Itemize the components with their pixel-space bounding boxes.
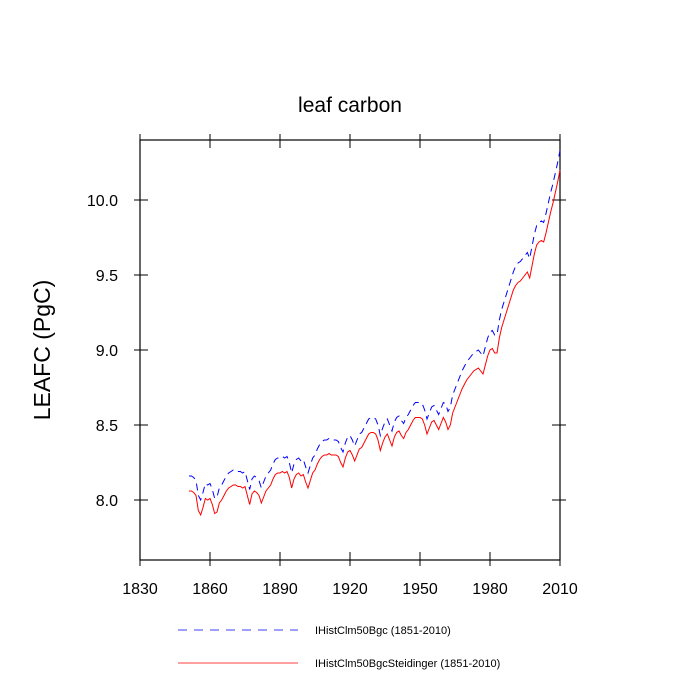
- series-line: [189, 150, 561, 502]
- x-tick-label: 1950: [402, 581, 438, 598]
- y-tick-label: 8.5: [96, 418, 118, 435]
- series-line: [189, 169, 561, 517]
- chart-title: leaf carbon: [298, 94, 402, 117]
- legend-label: IHistClm50BgcSteidinger (1851-2010): [315, 658, 500, 670]
- x-tick-label: 2010: [542, 581, 578, 598]
- y-tick-label: 9.5: [96, 268, 118, 285]
- x-tick-label: 1830: [122, 581, 158, 598]
- x-tick-label: 1920: [332, 581, 368, 598]
- x-tick-label: 1980: [472, 581, 508, 598]
- x-tick-label: 1860: [192, 581, 228, 598]
- y-tick-label: 8.0: [96, 493, 118, 510]
- y-axis-label: LEAFC (PgC): [29, 280, 55, 421]
- y-tick-label: 10.0: [87, 193, 118, 210]
- legend-label: IHistClm50Bgc (1851-2010): [315, 625, 451, 637]
- x-tick-label: 1890: [262, 581, 298, 598]
- y-tick-label: 9.0: [96, 343, 118, 360]
